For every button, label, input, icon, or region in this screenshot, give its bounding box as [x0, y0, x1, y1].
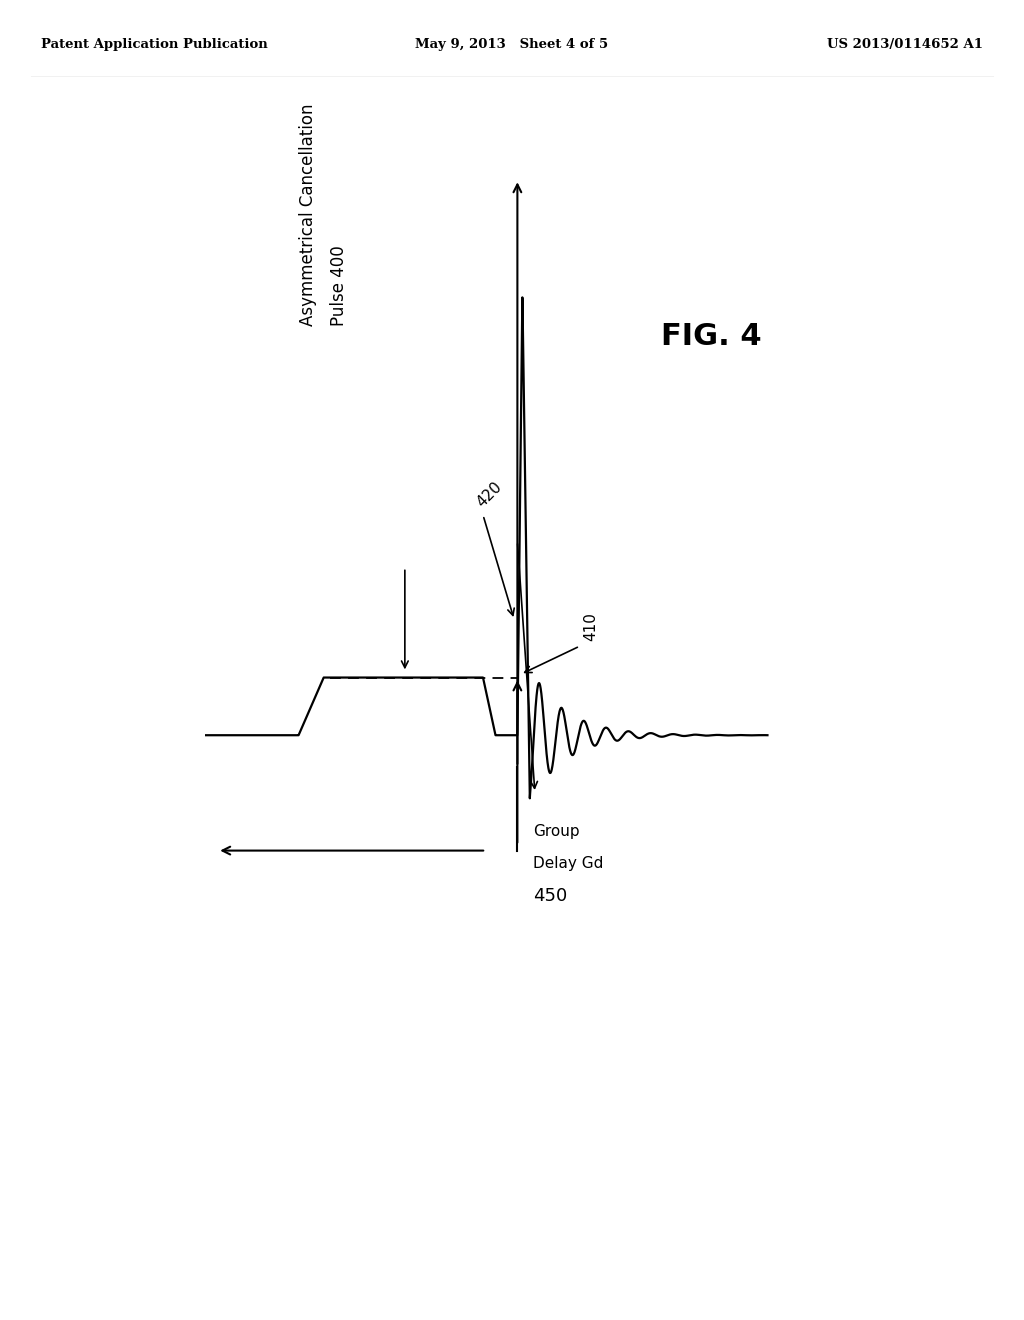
- Text: Group: Group: [534, 825, 580, 840]
- Text: 450: 450: [534, 887, 567, 906]
- Text: 420: 420: [474, 479, 505, 510]
- Text: May 9, 2013   Sheet 4 of 5: May 9, 2013 Sheet 4 of 5: [416, 38, 608, 51]
- Text: Pulse 400: Pulse 400: [330, 246, 348, 326]
- Text: Asymmetrical Cancellation: Asymmetrical Cancellation: [299, 104, 316, 326]
- Text: FIG. 4: FIG. 4: [662, 322, 762, 351]
- Text: 410: 410: [583, 612, 598, 640]
- Text: Delay Gd: Delay Gd: [534, 855, 603, 871]
- Text: Patent Application Publication: Patent Application Publication: [41, 38, 267, 51]
- Text: US 2013/0114652 A1: US 2013/0114652 A1: [827, 38, 983, 51]
